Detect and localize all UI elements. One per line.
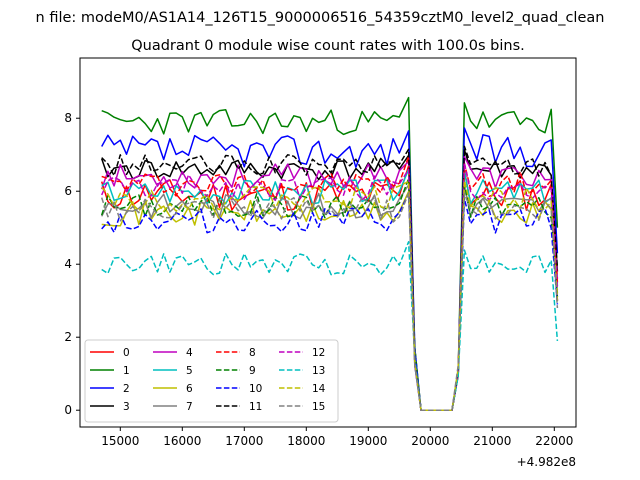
- series-layer: [100, 96, 559, 411]
- series-line-12: [101, 162, 559, 411]
- series-line-4: [100, 155, 559, 411]
- legend-label-15: 15: [312, 401, 325, 413]
- series-line-5: [101, 168, 559, 411]
- legend-box: [84, 339, 339, 423]
- legend-label-11: 11: [249, 401, 262, 413]
- y-tick-label: 2: [64, 330, 72, 344]
- y-tick-label: 8: [64, 111, 72, 125]
- x-tick-label: 15000: [101, 434, 139, 448]
- x-tick-label: 20000: [411, 434, 449, 448]
- x-offset-label: +4.982e8: [517, 455, 576, 469]
- legend-label-4: 4: [186, 347, 193, 359]
- legend-label-0: 0: [123, 347, 130, 359]
- y-tick-label: 4: [64, 257, 72, 271]
- x-tick-label: 16000: [163, 434, 201, 448]
- y-tick-label: 6: [64, 184, 72, 198]
- legend-label-2: 2: [123, 383, 130, 395]
- series-line-10: [101, 193, 559, 411]
- x-tick-label: 19000: [349, 434, 387, 448]
- y-axis: 0 2 4 6 8: [64, 111, 80, 417]
- figure-suptitle: n file: modeM0/AS1A14_126T15_9000006516_…: [36, 10, 605, 26]
- legend-label-5: 5: [186, 365, 193, 377]
- legend-label-7: 7: [186, 401, 193, 413]
- series-line-14: [101, 179, 559, 411]
- x-tick-label: 17000: [225, 434, 263, 448]
- y-tick-label: 0: [64, 403, 72, 417]
- series-line-13: [101, 241, 559, 411]
- x-tick-label: 18000: [287, 434, 325, 448]
- series-line-15: [100, 192, 559, 411]
- series-line-7: [101, 184, 559, 411]
- legend-label-3: 3: [123, 401, 130, 413]
- series-line-1: [101, 96, 559, 411]
- series-line-2: [101, 127, 559, 411]
- legend-label-9: 9: [249, 365, 256, 377]
- legend-label-6: 6: [186, 383, 193, 395]
- legend-label-14: 14: [312, 383, 326, 395]
- legend-label-13: 13: [312, 365, 325, 377]
- legend-label-8: 8: [249, 347, 256, 359]
- plot-frame: [79, 57, 577, 428]
- chart-title: Quadrant 0 module wise count rates with …: [131, 38, 525, 54]
- x-tick-label: 22000: [535, 434, 573, 448]
- x-tick-label: 21000: [473, 434, 511, 448]
- legend-label-10: 10: [249, 383, 262, 395]
- series-line-8: [101, 155, 559, 411]
- series-line-11: [101, 145, 559, 411]
- series-line-9: [100, 177, 559, 411]
- series-line-0: [100, 165, 559, 411]
- legend-label-12: 12: [312, 347, 325, 359]
- legend-label-1: 1: [123, 365, 130, 377]
- x-axis: 15000 16000 17000 18000 19000 20000 21000 22000: [101, 427, 573, 448]
